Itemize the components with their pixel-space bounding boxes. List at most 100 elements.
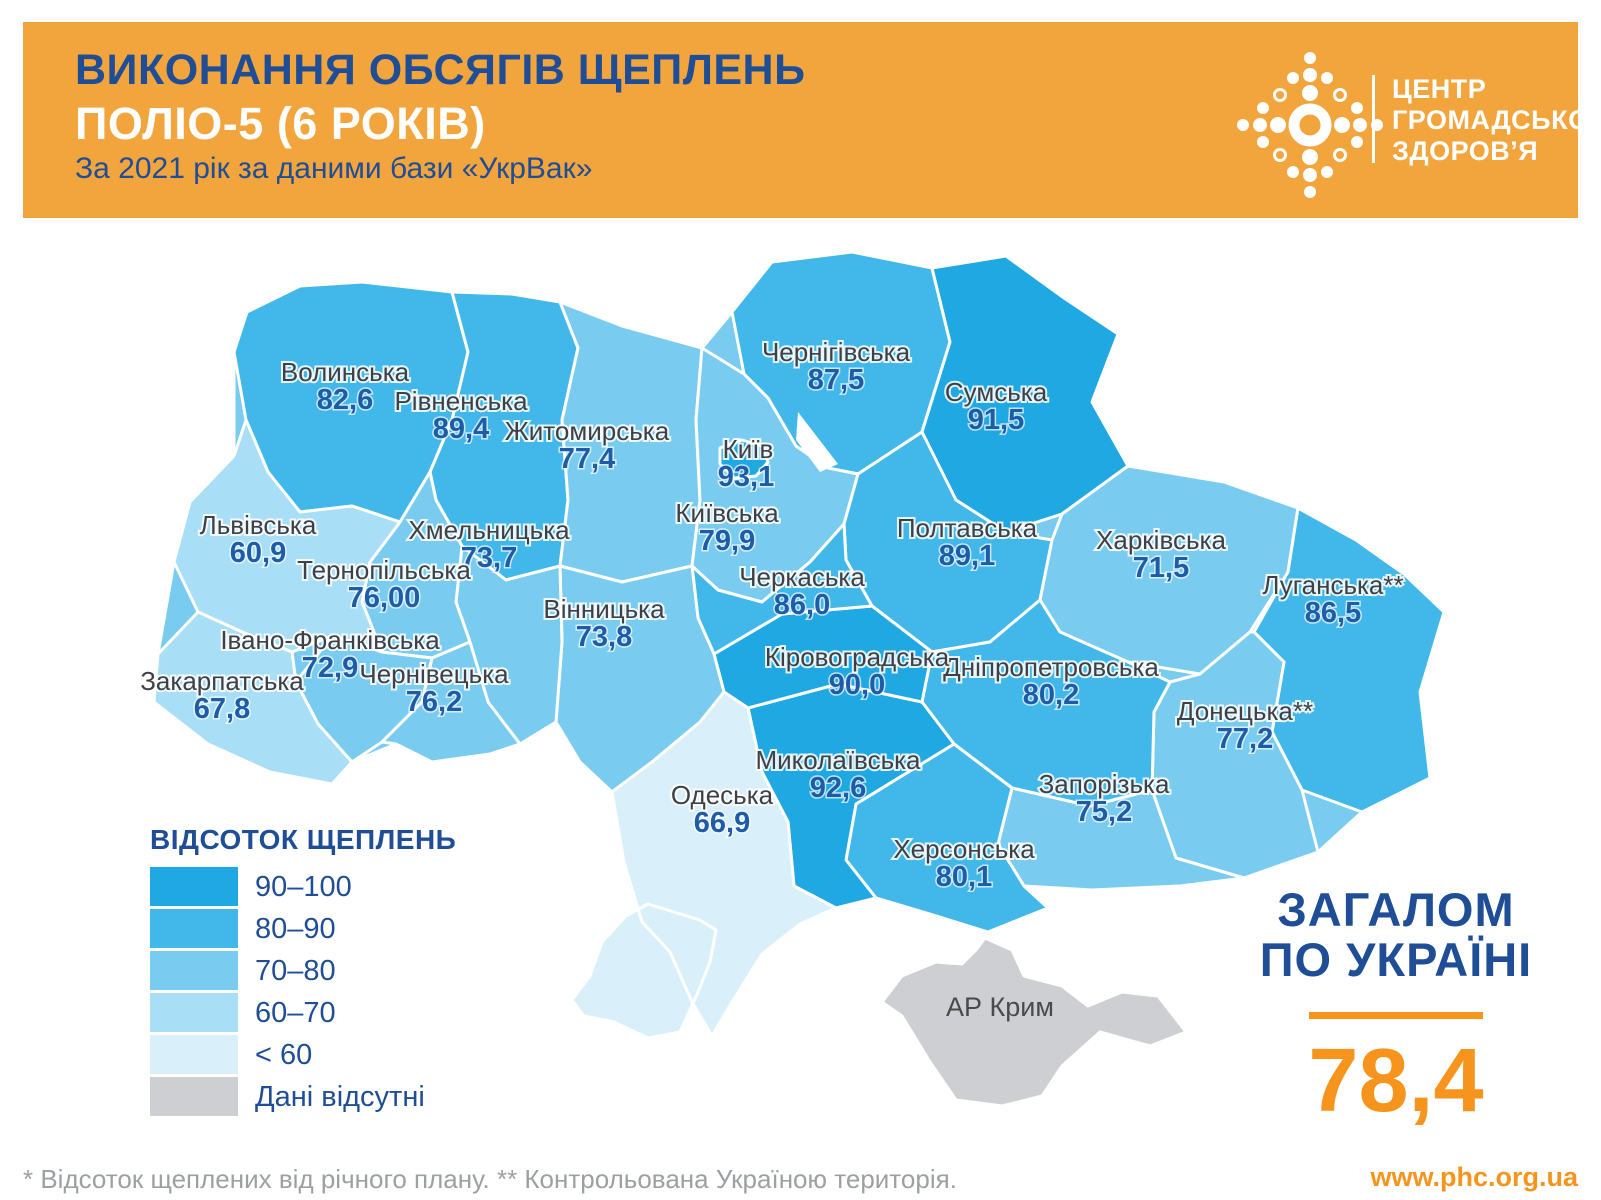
legend-label-80-90: 80–90 — [255, 913, 336, 945]
svg-text:73,8: 73,8 — [576, 621, 632, 653]
svg-text:Київ: Київ — [723, 434, 774, 464]
svg-text:Харківська: Харківська — [1096, 525, 1226, 555]
region-shape-chernivtsi — [380, 640, 522, 764]
svg-text:Дніпропетровська: Дніпропетровська — [943, 652, 1159, 682]
svg-text:87,5: 87,5 — [808, 364, 864, 396]
svg-text:77,4: 77,4 — [559, 443, 615, 475]
kyiv-reservoir-shape — [796, 412, 838, 472]
legend-swatch-60-70 — [150, 993, 238, 1032]
summary-title-line2: ПО УКРАЇНІ — [1259, 933, 1533, 986]
svg-text:72,9: 72,9 — [302, 652, 358, 684]
svg-text:Волинська: Волинська — [281, 357, 410, 387]
region-shape-crimea — [880, 936, 1188, 1108]
legend-label-70-80: 70–80 — [255, 955, 336, 987]
footnote-text: * Відсоток щеплених від річного плану. *… — [23, 1164, 957, 1194]
region-shape-lviv — [172, 418, 402, 654]
region-shape-odesa — [570, 690, 838, 1040]
svg-text:76,00: 76,00 — [348, 582, 421, 614]
logo-org-line1: ЦЕНТР — [1392, 74, 1487, 104]
legend-label-lt-60: < 60 — [255, 1039, 313, 1071]
region-label-crimea: АР Крим — [946, 992, 1054, 1022]
svg-text:Рівненська: Рівненська — [394, 386, 528, 416]
summary-total-value: 78,4 — [1308, 1031, 1484, 1131]
svg-text:86,0: 86,0 — [774, 589, 830, 621]
svg-text:Полтавська: Полтавська — [897, 513, 1038, 543]
summary-title-line1: ЗАГАЛОМ — [1277, 883, 1515, 936]
svg-text:76,2: 76,2 — [406, 686, 462, 718]
legend-label-90-100: 90–100 — [255, 871, 352, 903]
region-label-luhansk: Луганська**86,5 — [1260, 568, 1405, 631]
svg-text:Херсонська: Херсонська — [893, 834, 1035, 864]
logo-org-line3: ЗДОРОВ’Я — [1392, 136, 1539, 166]
svg-text:Луганська**: Луганська** — [1262, 570, 1403, 600]
svg-text:77,2: 77,2 — [1217, 723, 1273, 755]
region-shape-zakarpattia — [152, 610, 354, 786]
logo-org-line2: ГРОМАДСЬКОГО — [1392, 105, 1601, 135]
svg-text:60,9: 60,9 — [230, 537, 286, 569]
region-label-donetsk: Донецька**77,2 — [1175, 694, 1315, 757]
legend-swatch-90-100 — [150, 867, 238, 906]
svg-text:66,9: 66,9 — [694, 807, 750, 839]
svg-text:Сумська: Сумська — [945, 377, 1048, 407]
summary-divider — [1309, 1012, 1483, 1019]
svg-text:Київська: Київська — [675, 498, 779, 528]
svg-text:73,7: 73,7 — [461, 542, 517, 574]
logo-org-name: ЦЕНТР ГРОМАДСЬКОГО ЗДОРОВ’Я — [1392, 74, 1601, 167]
svg-text:Хмельницька: Хмельницька — [408, 515, 570, 545]
svg-text:Чернівецька: Чернівецька — [359, 659, 509, 689]
svg-text:Тернопільська: Тернопільська — [297, 555, 471, 585]
legend-title: ВІДСОТОК ЩЕПЛЕНЬ — [150, 824, 457, 855]
legend-swatch-no-data — [150, 1077, 238, 1116]
page-title-line2: ПОЛІО-5 (6 РОКІВ) — [75, 98, 486, 149]
svg-text:Запорізька: Запорізька — [1039, 769, 1170, 799]
legend-swatch-80-90 — [150, 909, 238, 948]
website-link[interactable]: www.phc.org.ua — [1370, 1162, 1578, 1192]
legend-label-no-data: Дані відсутні — [255, 1081, 425, 1113]
svg-text:Закарпатська: Закарпатська — [140, 666, 304, 696]
region-shape-kyiv-city — [718, 438, 770, 480]
header-banner: ВИКОНАННЯ ОБСЯГІВ ЩЕПЛЕНЬ ПОЛІО-5 (6 РОК… — [23, 22, 1601, 218]
legend-swatch-70-80 — [150, 951, 238, 990]
svg-text:АР Крим: АР Крим — [946, 992, 1054, 1022]
page-subtitle: За 2021 рік за даними бази «УкрВак» — [75, 152, 593, 185]
page-title-line1: ВИКОНАННЯ ОБСЯГІВ ЩЕПЛЕНЬ — [75, 46, 806, 94]
svg-text:Миколаївська: Миколаївська — [755, 745, 921, 775]
svg-text:Вінницька: Вінницька — [543, 594, 665, 624]
legend-swatch-lt-60 — [150, 1035, 238, 1074]
svg-text:67,8: 67,8 — [194, 693, 250, 725]
svg-text:Черкаська: Черкаська — [739, 562, 865, 592]
svg-text:Чернігівська: Чернігівська — [762, 337, 911, 367]
phc-logo-icon — [1237, 52, 1383, 198]
svg-text:89,1: 89,1 — [939, 540, 995, 572]
svg-text:Донецька**: Донецька** — [1177, 696, 1313, 726]
svg-text:80,1: 80,1 — [936, 861, 992, 893]
svg-text:89,4: 89,4 — [433, 413, 489, 445]
svg-text:82,6: 82,6 — [317, 384, 373, 416]
svg-text:91,5: 91,5 — [968, 404, 1024, 436]
svg-text:92,6: 92,6 — [810, 772, 866, 804]
svg-text:Одеська: Одеська — [671, 780, 774, 810]
svg-text:Кіровоградська: Кіровоградська — [765, 642, 950, 672]
